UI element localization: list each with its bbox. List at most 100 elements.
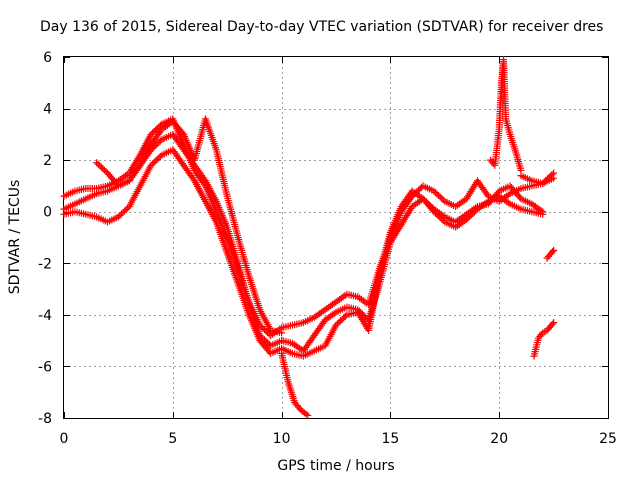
series-track-1 bbox=[60, 115, 558, 339]
data-point bbox=[93, 159, 101, 167]
data-point bbox=[259, 324, 267, 332]
chart-title: Day 136 of 2015, Sidereal Day-to-day VTE… bbox=[40, 19, 603, 35]
data-point bbox=[439, 196, 447, 204]
data-point bbox=[150, 127, 158, 135]
data-point bbox=[262, 327, 270, 335]
data-point bbox=[438, 194, 446, 202]
data-point bbox=[200, 175, 208, 183]
x-tick-label: 15 bbox=[381, 431, 399, 447]
x-tick-label: 5 bbox=[168, 431, 177, 447]
plot-border bbox=[63, 56, 609, 419]
data-point bbox=[341, 312, 349, 320]
data-point bbox=[97, 163, 105, 171]
data-point bbox=[545, 173, 553, 181]
y-tick-label: 6 bbox=[43, 50, 52, 66]
data-point bbox=[114, 213, 122, 221]
data-point bbox=[438, 215, 446, 223]
series-track-8 bbox=[543, 246, 558, 262]
axis-ticks: 0 5 10 15 20 25 -8 -6 -4 -2 0 2 4 6 bbox=[38, 50, 617, 447]
data-point bbox=[100, 166, 108, 174]
data-point bbox=[436, 193, 444, 201]
series-track-7 bbox=[517, 169, 558, 187]
data-point bbox=[548, 171, 556, 179]
data-point bbox=[149, 160, 157, 168]
data-point bbox=[150, 158, 158, 166]
data-point bbox=[155, 138, 163, 146]
data-point bbox=[178, 129, 186, 137]
data-point bbox=[550, 169, 558, 177]
data-point bbox=[302, 410, 310, 418]
data-point bbox=[466, 213, 474, 221]
data-point bbox=[436, 214, 444, 222]
data-point bbox=[340, 314, 348, 322]
data-point bbox=[516, 193, 524, 201]
data-point bbox=[264, 339, 272, 347]
x-tick-label: 10 bbox=[273, 431, 291, 447]
data-point bbox=[122, 206, 130, 214]
data-point bbox=[550, 246, 558, 254]
series-track-9 bbox=[530, 319, 558, 360]
data-point bbox=[147, 130, 155, 138]
data-point bbox=[121, 207, 129, 215]
x-tick-label: 25 bbox=[599, 431, 617, 447]
data-point bbox=[548, 320, 556, 328]
data-point bbox=[435, 212, 443, 220]
data-point bbox=[189, 175, 197, 183]
data-point bbox=[96, 162, 104, 170]
series-track-5 bbox=[278, 350, 312, 419]
data-point bbox=[135, 163, 143, 171]
data-point bbox=[156, 137, 164, 145]
data-point bbox=[542, 176, 550, 184]
data-point bbox=[439, 217, 447, 225]
grid bbox=[64, 57, 608, 418]
data-point bbox=[540, 178, 548, 186]
data-point bbox=[320, 318, 328, 326]
y-axis-label: SDTVAR / TECUs bbox=[7, 180, 23, 295]
data-point bbox=[94, 160, 102, 168]
data-point bbox=[304, 411, 312, 419]
data-point bbox=[494, 189, 502, 197]
data-point bbox=[549, 248, 557, 256]
x-tick-label: 0 bbox=[60, 431, 69, 447]
data-point bbox=[469, 210, 477, 218]
data-point bbox=[119, 208, 127, 216]
data-point bbox=[550, 319, 558, 327]
data-point bbox=[147, 161, 155, 169]
data-point bbox=[149, 129, 157, 137]
data-point bbox=[435, 192, 443, 200]
data-point bbox=[467, 211, 475, 219]
x-axis-label: GPS time / hours bbox=[277, 458, 394, 474]
data-point bbox=[543, 175, 551, 183]
data-point bbox=[332, 321, 340, 329]
data-point bbox=[464, 214, 472, 222]
y-tick-label: -8 bbox=[38, 411, 52, 427]
x-tick-label: 20 bbox=[490, 431, 508, 447]
data-point bbox=[99, 165, 107, 173]
series-track-3 bbox=[60, 146, 547, 360]
data-point bbox=[463, 215, 471, 223]
data-point bbox=[157, 127, 165, 135]
data-point bbox=[539, 210, 547, 218]
data-point bbox=[539, 179, 547, 187]
data-point bbox=[470, 208, 478, 216]
data-point bbox=[338, 315, 346, 323]
series-track-4 bbox=[93, 115, 286, 337]
data-point bbox=[431, 209, 439, 217]
y-tick-label: 2 bbox=[43, 153, 52, 169]
data-point bbox=[433, 190, 441, 198]
data-point bbox=[335, 318, 343, 326]
y-tick-label: -2 bbox=[38, 256, 52, 272]
data-point bbox=[155, 154, 163, 162]
data-point bbox=[152, 126, 160, 134]
data-point bbox=[153, 155, 161, 163]
data-point bbox=[156, 152, 164, 160]
data-point bbox=[118, 210, 126, 218]
y-tick-label: -4 bbox=[38, 308, 52, 324]
series-track-6 bbox=[486, 56, 525, 174]
data-point bbox=[152, 157, 160, 165]
data-point bbox=[416, 185, 424, 193]
data-point bbox=[337, 317, 345, 325]
y-tick-label: -6 bbox=[38, 359, 52, 375]
data-point bbox=[278, 329, 286, 337]
